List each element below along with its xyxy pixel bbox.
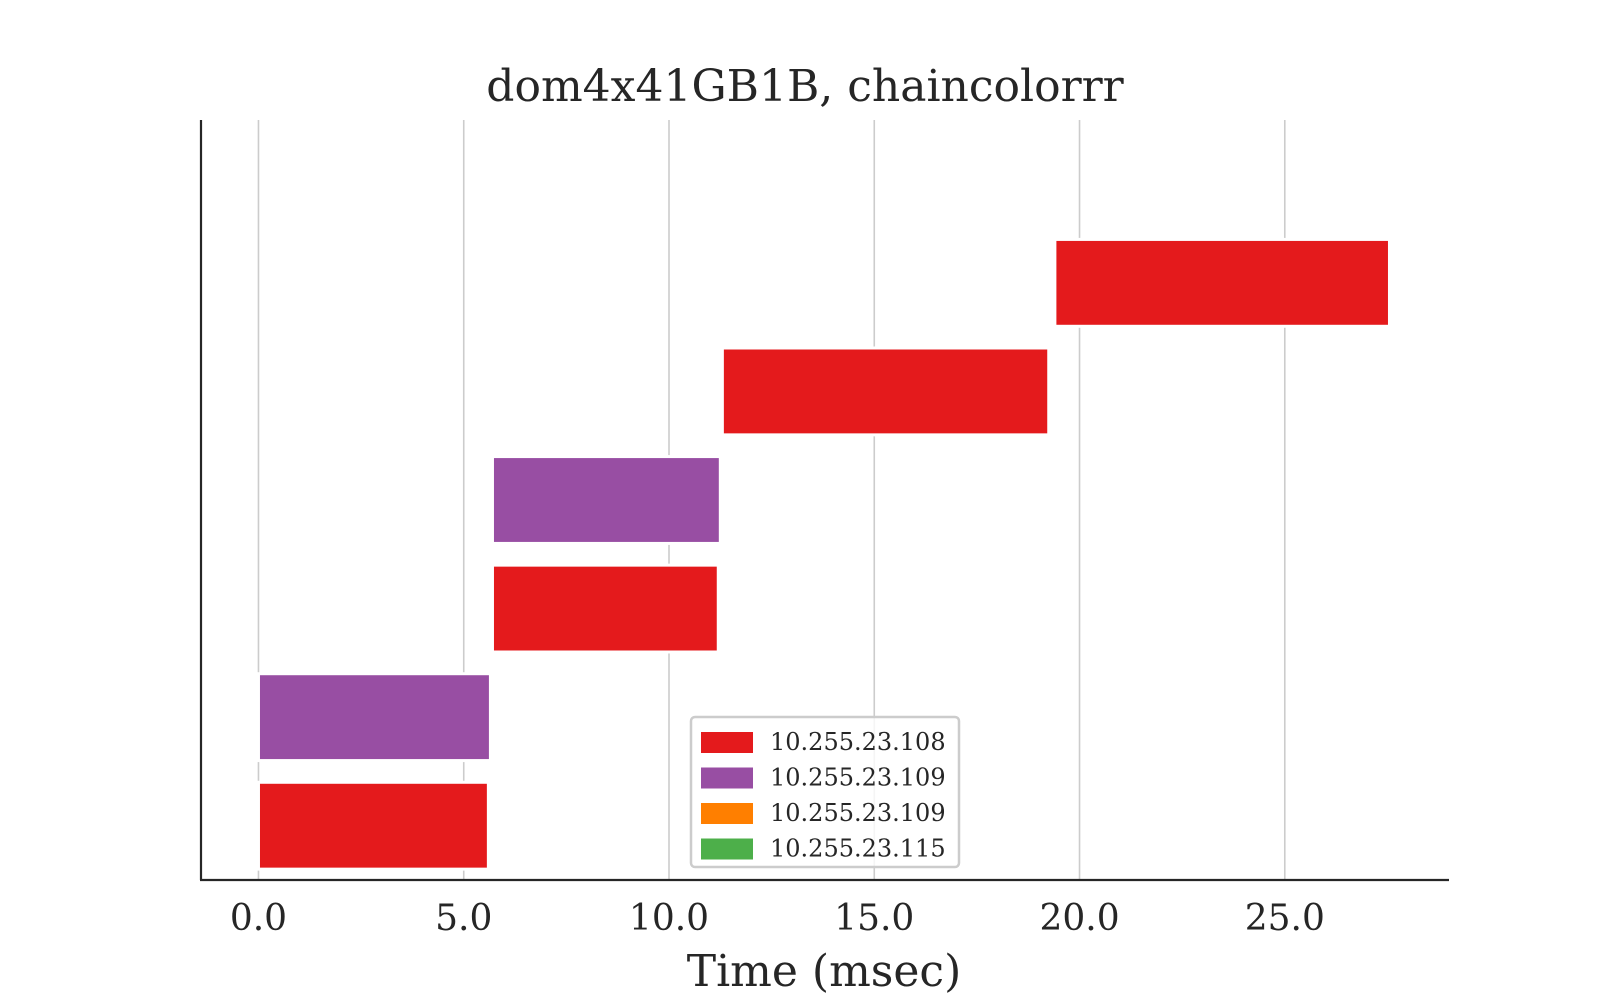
bar xyxy=(490,455,722,545)
axes xyxy=(199,120,1449,882)
x-tick-label: 0.0 xyxy=(230,898,287,939)
legend: 10.255.23.108 10.255.23.109 10.255.23.109 1… xyxy=(689,715,961,869)
x-tick-label: 25.0 xyxy=(1245,898,1325,939)
legend-box xyxy=(689,715,961,869)
x-axis-label: Time (msec) xyxy=(687,946,961,997)
legend-items: 10.255.23.108 10.255.23.109 10.255.23.109 1… xyxy=(701,728,946,863)
legend-swatch xyxy=(701,732,753,753)
legend-swatch xyxy=(701,767,753,789)
bar xyxy=(490,563,720,654)
x-tick-label: 15.0 xyxy=(834,898,914,939)
bar xyxy=(256,672,492,763)
bars xyxy=(256,237,1391,871)
legend-label: 10.255.23.115 xyxy=(770,835,946,863)
x-tick-label: 10.0 xyxy=(629,898,709,939)
x-tick-label: 5.0 xyxy=(435,898,492,939)
x-tick-label: 20.0 xyxy=(1039,898,1119,939)
x-tick-labels: 0.0 5.0 10.0 15.0 20.0 25.0 xyxy=(230,898,1325,939)
legend-swatch xyxy=(701,803,753,824)
bar xyxy=(1053,237,1391,328)
bar xyxy=(720,346,1051,437)
bar xyxy=(256,780,490,871)
legend-label: 10.255.23.109 xyxy=(770,799,946,827)
legend-label: 10.255.23.108 xyxy=(770,728,946,756)
legend-label: 10.255.23.109 xyxy=(770,764,946,792)
legend-swatch xyxy=(701,838,753,860)
chart-title: dom4x41GB1B, chaincolorrr xyxy=(486,61,1124,112)
